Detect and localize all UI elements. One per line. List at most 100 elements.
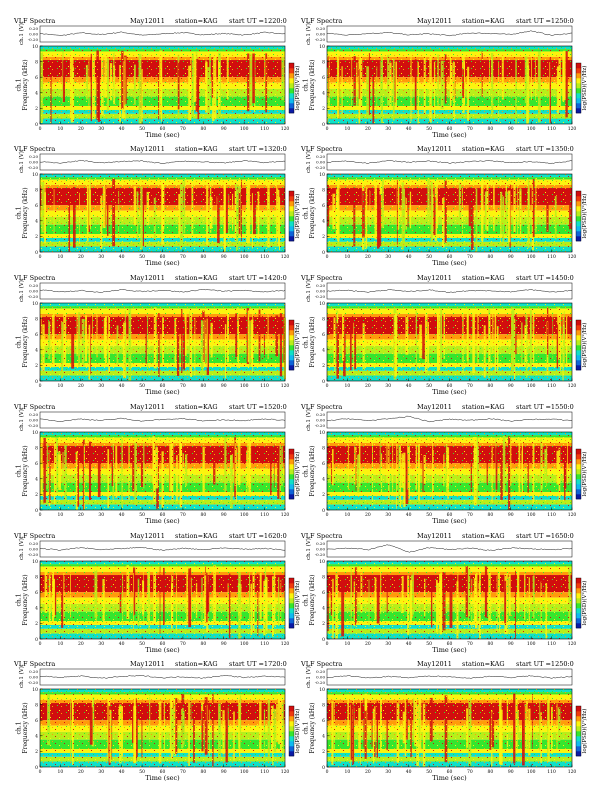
waveform-tick-label: -0.20 xyxy=(315,552,326,557)
frequency-axis-label: ch.1Frequency (kHz) xyxy=(303,187,317,238)
time-tick-label: 40 xyxy=(406,126,412,132)
time-tick-label: 110 xyxy=(260,383,269,389)
colorbar-frame xyxy=(575,577,582,629)
colorbar-swatch xyxy=(576,578,581,584)
time-tick-label: 80 xyxy=(487,641,493,647)
spectra-panel-3: VLF Spectra May12011 station=KAG start UT =… xyxy=(13,145,301,267)
colorbar-swatch xyxy=(289,221,294,227)
colorbar-swatch xyxy=(289,196,294,202)
waveform-axis-label: ch.1 (V) xyxy=(305,538,312,560)
panel-station: station=KAG xyxy=(462,274,505,282)
time-tick-label: 0 xyxy=(326,254,329,260)
frequency-axis-label: ch.1Frequency (kHz) xyxy=(303,316,317,367)
time-tick-label: 60 xyxy=(447,126,453,132)
time-tick-label: 90 xyxy=(508,126,514,132)
time-tick-label: 20 xyxy=(78,769,84,775)
time-tick-label: 0 xyxy=(39,383,42,389)
frequency-tick-label: 6 xyxy=(35,718,38,724)
time-tick-label: 100 xyxy=(527,512,536,518)
frequency-tick-label: 8 xyxy=(35,59,38,65)
frequency-axis-channel: ch.1 xyxy=(303,79,310,92)
colorbar-swatch xyxy=(576,613,581,619)
frequency-axis-label: ch.1Frequency (kHz) xyxy=(16,574,30,625)
panel-date: May12011 xyxy=(130,145,165,153)
frequency-axis-title: Frequency (kHz) xyxy=(22,702,29,753)
colorbar-swatch xyxy=(289,484,294,490)
panel-station: station=KAG xyxy=(175,145,218,153)
time-tick-label: 30 xyxy=(385,641,391,647)
colorbar-frame xyxy=(288,448,295,500)
colorbar-frame xyxy=(288,705,295,757)
panel-date: May12011 xyxy=(417,660,452,668)
time-tick-label: 90 xyxy=(508,769,514,775)
spectrum-noise xyxy=(40,689,285,767)
time-tick-label: 30 xyxy=(385,254,391,260)
colorbar-swatch xyxy=(289,469,294,475)
waveform-line xyxy=(326,675,573,679)
frequency-axis-title: Frequency (kHz) xyxy=(22,574,29,625)
time-tick-label: 10 xyxy=(58,512,64,518)
frequency-tick-label: 8 xyxy=(322,316,325,322)
frequency-tick-label: 2 xyxy=(322,363,325,369)
waveform-tick-label: 0.20 xyxy=(316,541,325,546)
frequency-axis-title: Frequency (kHz) xyxy=(309,574,316,625)
colorbar-swatch xyxy=(576,88,581,94)
colorbar-frame xyxy=(288,577,295,629)
frequency-tick-label: 2 xyxy=(35,106,38,112)
panel-start-ut: start UT =1450:0 xyxy=(516,274,574,282)
frequency-axis-channel: ch.1 xyxy=(16,722,23,735)
colorbar-swatch xyxy=(576,608,581,614)
time-tick-label: 110 xyxy=(260,641,269,647)
spectra-panel-9: VLF Spectra May12011 station=KAG start UT =… xyxy=(13,532,301,654)
colorbar-swatch xyxy=(576,588,581,594)
panel-title: VLF Spectra xyxy=(300,403,342,411)
frequency-axis-channel: ch.1 xyxy=(16,336,23,349)
frequency-tick-label: 6 xyxy=(35,75,38,81)
time-tick-label: 60 xyxy=(160,769,166,775)
time-tick-label: 80 xyxy=(200,641,206,647)
colorbar-swatch xyxy=(289,211,294,217)
colorbar-swatch xyxy=(289,355,294,361)
colorbar-swatch xyxy=(576,191,581,197)
spectra-panel-4: VLF Spectra May12011 station=KAG start UT =… xyxy=(300,145,588,267)
waveform-axis-label: ch.1 (V) xyxy=(18,666,25,688)
frequency-tick-label: 4 xyxy=(322,91,325,97)
frequency-tick-label: 6 xyxy=(35,590,38,596)
spectrogram xyxy=(327,689,572,767)
time-tick-label: 50 xyxy=(426,641,432,647)
waveform-frame xyxy=(39,153,286,171)
frequency-tick-label: 8 xyxy=(35,187,38,193)
waveform-axis-label: ch.1 (V) xyxy=(305,151,312,173)
time-tick-label: 100 xyxy=(527,383,536,389)
time-axis-label: Time (sec) xyxy=(145,131,180,139)
frequency-tick-label: 2 xyxy=(35,492,38,498)
frequency-tick-label: 4 xyxy=(322,734,325,740)
frequency-tick-label: 4 xyxy=(35,734,38,740)
colorbar-label: log(PSD)(V²/Hz) xyxy=(581,452,588,497)
colorbar-swatch xyxy=(576,454,581,460)
colorbar-label: log(PSD)(V²/Hz) xyxy=(294,66,301,111)
colorbar-swatch xyxy=(576,231,581,237)
spectrogram xyxy=(327,46,572,124)
frequency-tick-label: 8 xyxy=(322,59,325,65)
frequency-tick-label: 8 xyxy=(322,702,325,708)
colorbar-swatch xyxy=(289,335,294,341)
colorbar-frame xyxy=(575,62,582,114)
time-axis-label: Time (sec) xyxy=(432,388,467,396)
colorbar-swatch xyxy=(289,741,294,747)
frequency-tick-label: 8 xyxy=(35,574,38,580)
frequency-axis-channel: ch.1 xyxy=(16,207,23,220)
time-tick-label: 10 xyxy=(345,641,351,647)
colorbar-swatch xyxy=(576,63,581,69)
time-tick-label: 50 xyxy=(426,254,432,260)
colorbar-swatch xyxy=(289,706,294,712)
waveform-frame xyxy=(326,282,573,300)
colorbar-swatch xyxy=(289,98,294,104)
panel-station: station=KAG xyxy=(462,532,505,540)
frequency-tick-label: 2 xyxy=(322,106,325,112)
frequency-axis-label: ch.1Frequency (kHz) xyxy=(303,574,317,625)
frequency-axis-label: ch.1Frequency (kHz) xyxy=(16,316,30,367)
frequency-tick-label: 0 xyxy=(322,250,325,256)
time-tick-label: 60 xyxy=(447,769,453,775)
colorbar-swatch xyxy=(576,103,581,109)
